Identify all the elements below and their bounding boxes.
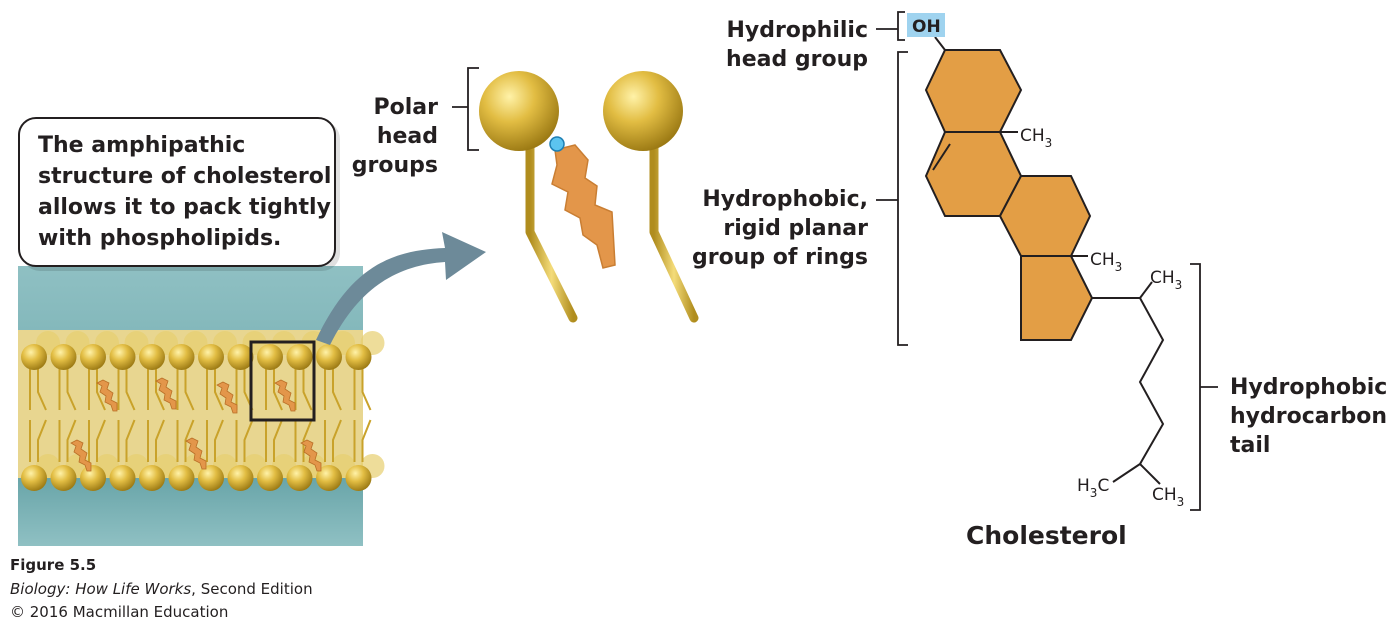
lipid-head	[50, 344, 77, 370]
lipid-tail	[37, 419, 47, 462]
lipid-tail	[302, 368, 313, 411]
polar-head-label: Polar head groups	[351, 95, 438, 178]
lipid-head	[139, 344, 165, 370]
lipid-head	[257, 465, 283, 491]
hydroxyl-dot	[549, 136, 565, 152]
cholesterol-mini	[70, 439, 92, 472]
lipid-head	[286, 344, 313, 370]
callout-bubble	[18, 117, 336, 267]
rings-bracket	[876, 51, 908, 346]
cholesterol-mini	[185, 437, 207, 470]
lipid-tail	[125, 368, 136, 411]
lipid-head	[80, 344, 106, 370]
lipid-tail	[155, 419, 165, 462]
lipid-tail	[66, 368, 77, 411]
lipid-head	[198, 465, 224, 491]
edition-text: , Second Edition	[191, 580, 313, 598]
lipid-tail	[214, 419, 224, 462]
cholesterol-mini	[274, 379, 296, 412]
lipid-head	[139, 465, 165, 491]
lipid-head	[227, 344, 254, 370]
hydrophilic-bracket	[876, 11, 905, 41]
lipid-head	[50, 465, 77, 491]
lipid-head	[257, 344, 283, 370]
lipid-head	[109, 465, 136, 491]
lipid-tail	[214, 368, 224, 411]
lipid-head	[345, 344, 372, 370]
lipid-tail	[37, 368, 47, 411]
oh-label: OH	[912, 17, 941, 37]
lipid-tail	[243, 419, 254, 462]
methyl-label-3: CH3	[1150, 268, 1182, 292]
copyright-text: © 2016 Macmillan Education	[10, 603, 229, 621]
lipid-head	[109, 344, 136, 370]
lipid-tail	[332, 419, 342, 462]
lipid-tail	[184, 419, 195, 462]
methyl-label-4: CH3	[1152, 485, 1184, 509]
cholesterol-mini	[300, 439, 322, 472]
lipid-head	[316, 344, 342, 370]
lipid-tail	[96, 368, 106, 411]
lipid-head	[80, 465, 106, 491]
tail-bracket	[1190, 263, 1218, 511]
phospholipid-right	[603, 71, 699, 327]
zoom-box	[249, 340, 316, 422]
lipid-tail	[66, 419, 77, 462]
cholesterol-schematic	[549, 136, 616, 269]
methyl-label-1: CH3	[1020, 126, 1052, 150]
rings-label: Hydrophobic, rigid planar group of rings	[691, 187, 868, 270]
lipid-head	[168, 344, 195, 370]
cholesterol-structure	[907, 13, 1165, 485]
lipid-head	[168, 465, 195, 491]
figure-number: Figure 5.5	[10, 556, 97, 574]
cholesterol-mini	[216, 381, 238, 414]
hydrophilic-head-label: Hydrophilic head group	[726, 18, 868, 72]
methyl-label-5: H3C	[1077, 476, 1109, 500]
lipid-tail	[96, 419, 106, 462]
lipid-head	[21, 344, 47, 370]
lipid-tail	[184, 368, 195, 411]
membrane-panel	[18, 266, 385, 546]
tail-label: Hydrophobic hydrocarbon tail	[1230, 375, 1388, 458]
zoom-arrow	[316, 232, 486, 345]
figure-caption: Biology: How Life Works, Second Edition	[10, 580, 313, 598]
lipid-tail	[361, 419, 372, 462]
polar-head-bracket	[452, 67, 479, 151]
phospholipid-left	[479, 71, 578, 327]
callout-text: The amphipathic structure of cholesterol…	[38, 133, 332, 251]
lipid-head	[286, 465, 313, 491]
cholesterol-mini	[96, 379, 118, 412]
lipid-head	[345, 465, 372, 491]
lipid-head	[21, 465, 47, 491]
lipid-tail	[125, 419, 136, 462]
cholesterol-mini	[155, 377, 177, 410]
book-title: Biology: How Life Works	[10, 580, 192, 598]
lipid-tail	[361, 368, 372, 411]
lipid-head	[316, 465, 342, 491]
lipid-tail	[273, 368, 283, 411]
lipid-head	[198, 344, 224, 370]
lipid-head	[227, 465, 254, 491]
cholesterol-title: Cholesterol	[966, 521, 1127, 550]
methyl-label-2: CH3	[1090, 250, 1122, 274]
lipid-tail	[155, 368, 165, 411]
lipid-tail	[302, 419, 313, 462]
lipid-tail	[332, 368, 342, 411]
lipid-tail	[273, 419, 283, 462]
